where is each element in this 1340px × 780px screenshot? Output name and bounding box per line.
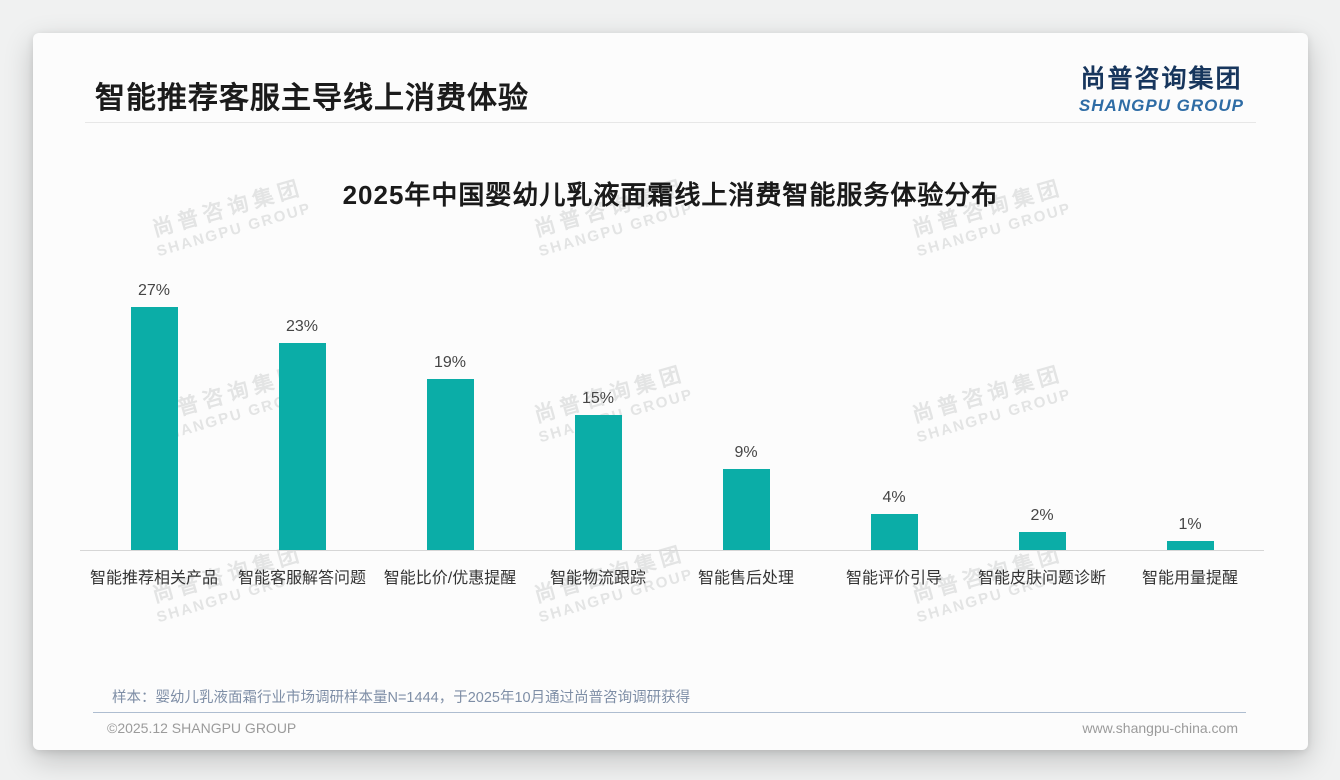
sample-note: 样本：婴幼儿乳液面霜行业市场调研样本量N=1444，于2025年10月通过尚普咨… [112, 690, 691, 706]
copyright-text: ©2025.12 SHANGPU GROUP [107, 720, 297, 736]
header-divider [85, 122, 1256, 123]
company-logo-en: SHANGPU GROUP [1078, 96, 1244, 115]
bar [574, 415, 622, 550]
bar-value-label: 23% [285, 318, 319, 335]
page-title: 智能推荐客服主导线上消费体验 [95, 82, 529, 115]
category-label: 智能物流跟踪 [549, 570, 646, 587]
category-label: 智能用量提醒 [1141, 570, 1238, 587]
bar-value-label: 4% [882, 489, 906, 506]
category-axis-labels: 智能推荐相关产品 智能客服解答问题 智能比价/优惠提醒 智能物流跟踪 智能售后处理 智能评… [80, 564, 1264, 588]
category-label: 智能比价/优惠提醒 [383, 570, 517, 587]
chart-column: 15% [524, 270, 672, 550]
bar-value-label: 2% [1030, 507, 1054, 524]
bar [426, 379, 474, 550]
chart-column: 1% [1116, 270, 1264, 550]
report-card: 尚普咨询集团 SHANGPU GROUP 尚普咨询集团 SHANGPU GROUP 尚普… [33, 33, 1308, 750]
bar-value-label: 9% [734, 444, 758, 461]
x-axis-line [80, 550, 1264, 551]
chart-title: 2025年中国婴幼儿乳液面霜线上消费智能服务体验分布 [342, 180, 999, 210]
category-label: 智能客服解答问题 [237, 570, 366, 587]
chart-column: 23% [228, 270, 376, 550]
category-label: 智能皮肤问题诊断 [977, 570, 1106, 587]
bar-value-label: 19% [433, 354, 467, 371]
bar [130, 307, 178, 550]
bar-chart: 27% 23% 19% 15% 9% 4% 2% 1% [80, 270, 1264, 550]
footer-divider [93, 712, 1246, 713]
bar-value-label: 15% [581, 390, 615, 407]
chart-column: 27% [80, 270, 228, 550]
category-label: 智能售后处理 [697, 570, 794, 587]
website-text: www.shangpu-china.com [1082, 720, 1238, 736]
bar [870, 514, 918, 550]
bar-value-label: 1% [1178, 516, 1202, 533]
chart-column: 9% [672, 270, 820, 550]
chart-column: 19% [376, 270, 524, 550]
category-label: 智能推荐相关产品 [89, 570, 218, 587]
bar-value-label: 27% [137, 282, 171, 299]
category-label: 智能评价引导 [845, 570, 942, 587]
bar [1018, 532, 1066, 550]
company-logo: 尚普咨询集团 SHANGPU GROUP [1079, 59, 1244, 116]
chart-column: 4% [820, 270, 968, 550]
company-logo-cn: 尚普咨询集团 [1080, 65, 1243, 93]
bar [1166, 541, 1214, 550]
chart-column: 2% [968, 270, 1116, 550]
bar [278, 343, 326, 550]
bar [722, 469, 770, 550]
